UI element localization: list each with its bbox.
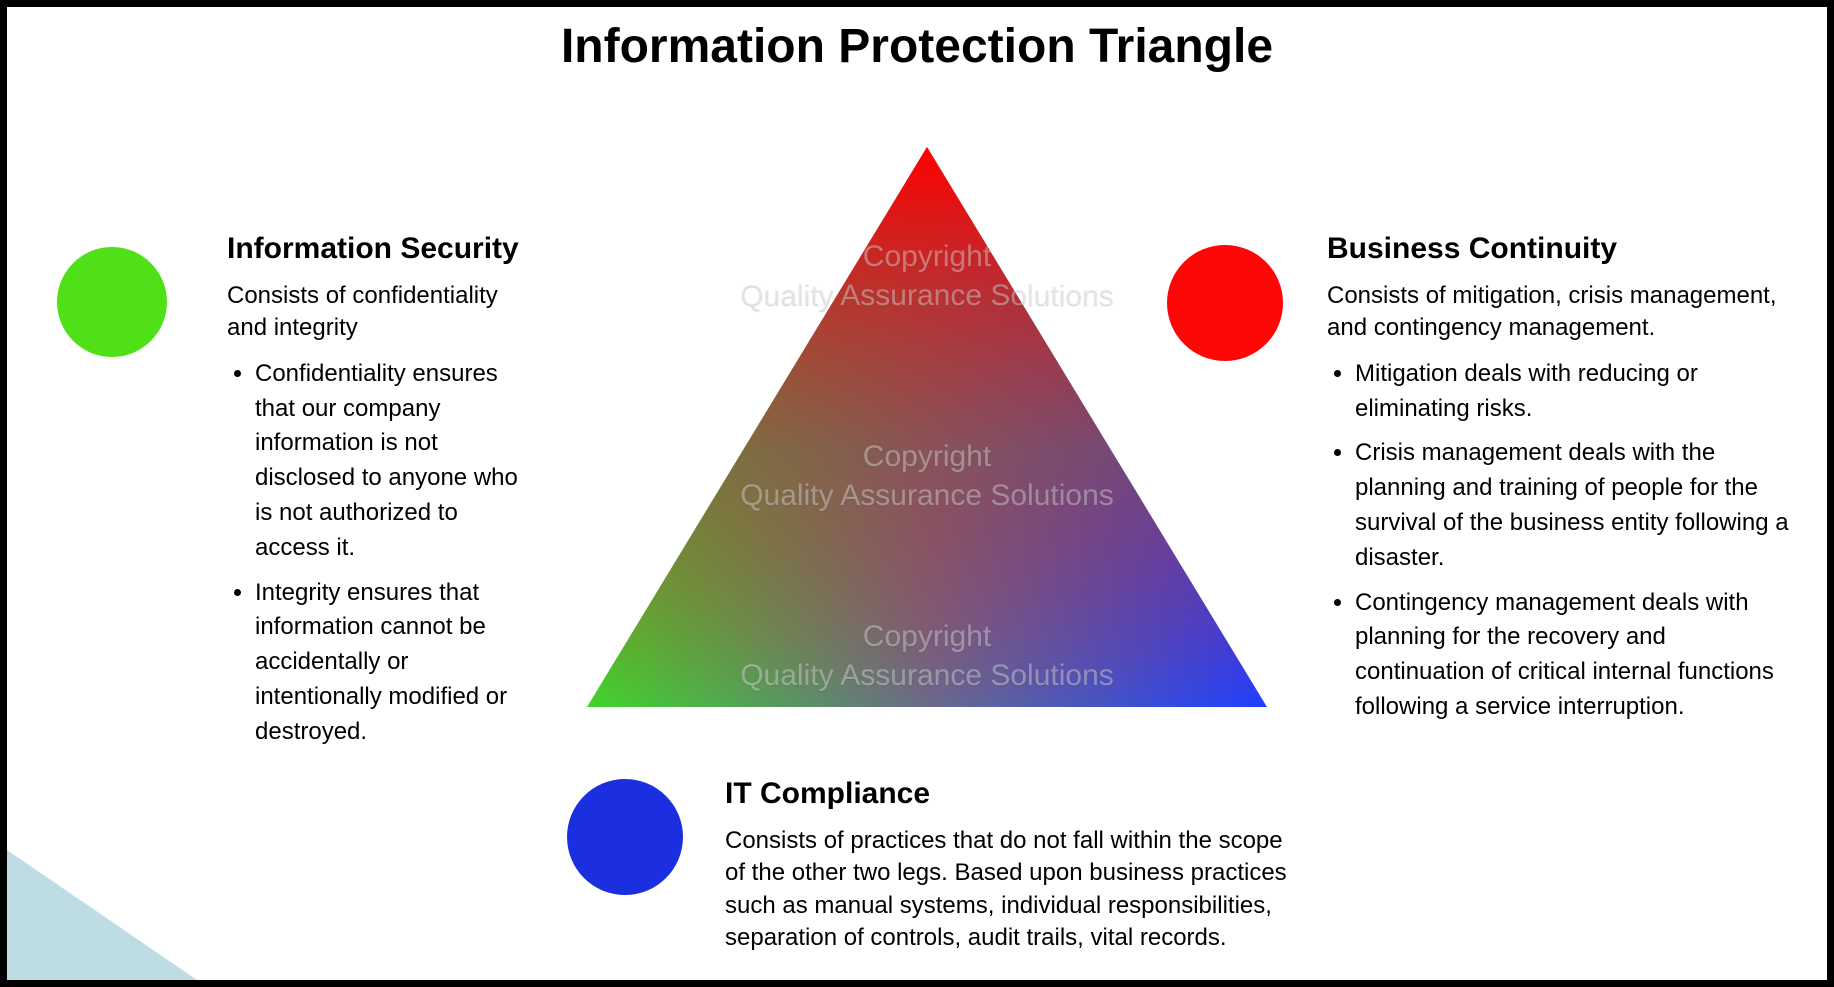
info-security-heading: Information Security xyxy=(227,232,537,266)
it-compliance-lead: Consists of practices that do not fall w… xyxy=(725,825,1295,955)
business-continuity-lead: Consists of mitigation, crisis managemen… xyxy=(1327,280,1797,345)
it-compliance-heading: IT Compliance xyxy=(725,777,1295,811)
infographic-frame: Information Protection Triangle xyxy=(0,0,1834,987)
info-security-lead: Consists of confidentiality and integrit… xyxy=(227,280,537,345)
list-item: Crisis management deals with the plannin… xyxy=(1355,436,1797,575)
decorative-corner xyxy=(7,850,197,980)
business-continuity-heading: Business Continuity xyxy=(1327,232,1797,266)
triangle-diagram: Copyright Quality Assurance Solutions Co… xyxy=(587,147,1267,707)
list-item: Integrity ensures that information canno… xyxy=(255,576,537,750)
list-item: Contingency management deals with planni… xyxy=(1355,586,1797,725)
list-item: Confidentiality ensures that our company… xyxy=(255,357,537,566)
list-item: Mitigation deals with reducing or elimin… xyxy=(1355,357,1797,427)
page-title: Information Protection Triangle xyxy=(7,19,1827,74)
it-compliance-circle-icon xyxy=(567,779,683,895)
info-security-bullets: Confidentiality ensures that our company… xyxy=(227,357,537,750)
it-compliance-block: IT Compliance Consists of practices that… xyxy=(725,777,1295,967)
business-continuity-bullets: Mitigation deals with reducing or elimin… xyxy=(1327,357,1797,725)
info-security-block: Information Security Consists of confide… xyxy=(227,232,537,760)
info-security-circle-icon xyxy=(57,247,167,357)
business-continuity-circle-icon xyxy=(1167,245,1283,361)
business-continuity-block: Business Continuity Consists of mitigati… xyxy=(1327,232,1797,735)
